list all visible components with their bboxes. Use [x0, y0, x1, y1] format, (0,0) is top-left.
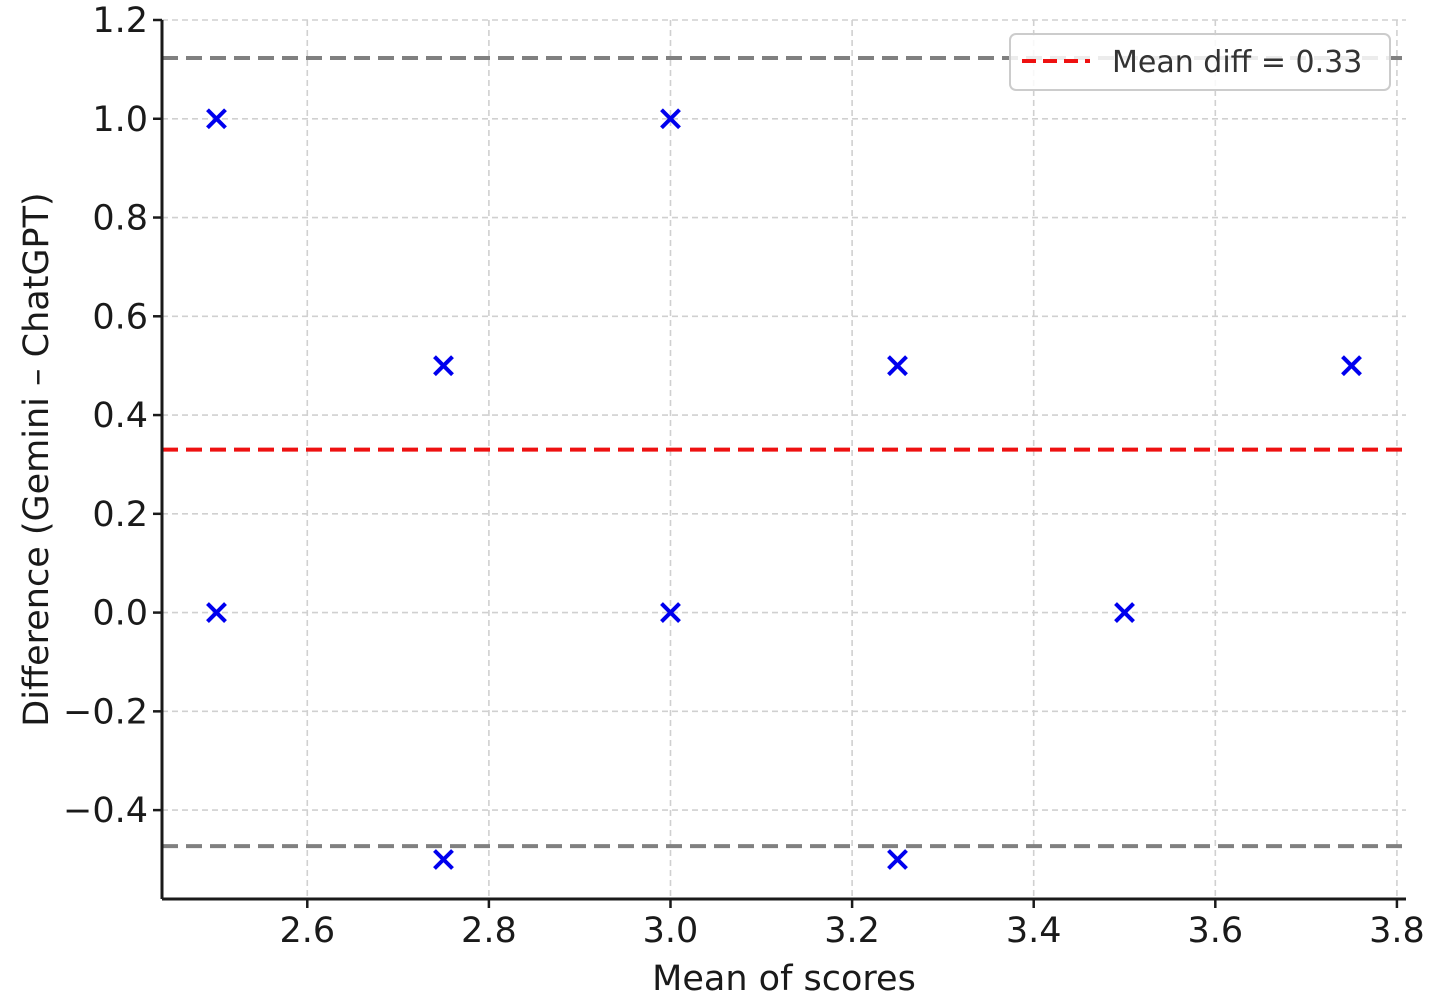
- x-axis-label: Mean of scores: [652, 959, 916, 999]
- x-tick-label: 3.2: [824, 911, 880, 951]
- y-tick-label: 0.6: [92, 297, 148, 337]
- y-tick-label: 0.2: [92, 495, 148, 535]
- data-point: [660, 108, 681, 130]
- y-ticks: −0.4 −0.2 0.0 0.2 0.4 0.6 0.8 1.0 1.2: [63, 1, 162, 831]
- data-point: [206, 108, 227, 130]
- y-tick-label: 0.4: [92, 396, 148, 436]
- x-tick-label: 3.8: [1369, 911, 1425, 951]
- y-tick-label: 0.0: [92, 594, 148, 634]
- data-point: [433, 849, 454, 870]
- reference-lines: [162, 56, 1406, 849]
- data-point: [1114, 602, 1135, 623]
- grid: [162, 19, 1406, 899]
- legend-label-mean-diff: Mean diff = 0.33: [1112, 45, 1362, 80]
- x-tick-label: 3.0: [643, 911, 699, 951]
- data-point: [887, 355, 908, 377]
- y-axis-label: Difference (Gemini – ChatGPT): [17, 192, 57, 726]
- data-point: [433, 355, 454, 377]
- x-tick-label: 3.4: [1006, 911, 1062, 951]
- y-tick-label: −0.4: [63, 791, 148, 831]
- x-tick-label: 3.6: [1187, 911, 1243, 951]
- y-tick-label: 1.0: [92, 100, 148, 140]
- x-ticks: 2.6 2.8 3.0 3.2 3.4 3.6 3.8: [279, 899, 1425, 951]
- data-point: [887, 849, 908, 870]
- y-tick-label: −0.2: [63, 692, 148, 732]
- legend-box: [1009, 33, 1391, 91]
- data-points: [206, 108, 1362, 870]
- axes: [160, 20, 1406, 901]
- x-tick-label: 2.6: [279, 911, 335, 951]
- y-tick-label: 0.8: [92, 199, 148, 239]
- y-tick-label: 1.2: [92, 1, 148, 41]
- data-point: [206, 602, 227, 623]
- data-point: [660, 602, 681, 623]
- x-tick-label: 2.8: [461, 911, 517, 951]
- data-point: [1341, 355, 1362, 377]
- legend: Mean diff = 0.33: [1009, 33, 1391, 91]
